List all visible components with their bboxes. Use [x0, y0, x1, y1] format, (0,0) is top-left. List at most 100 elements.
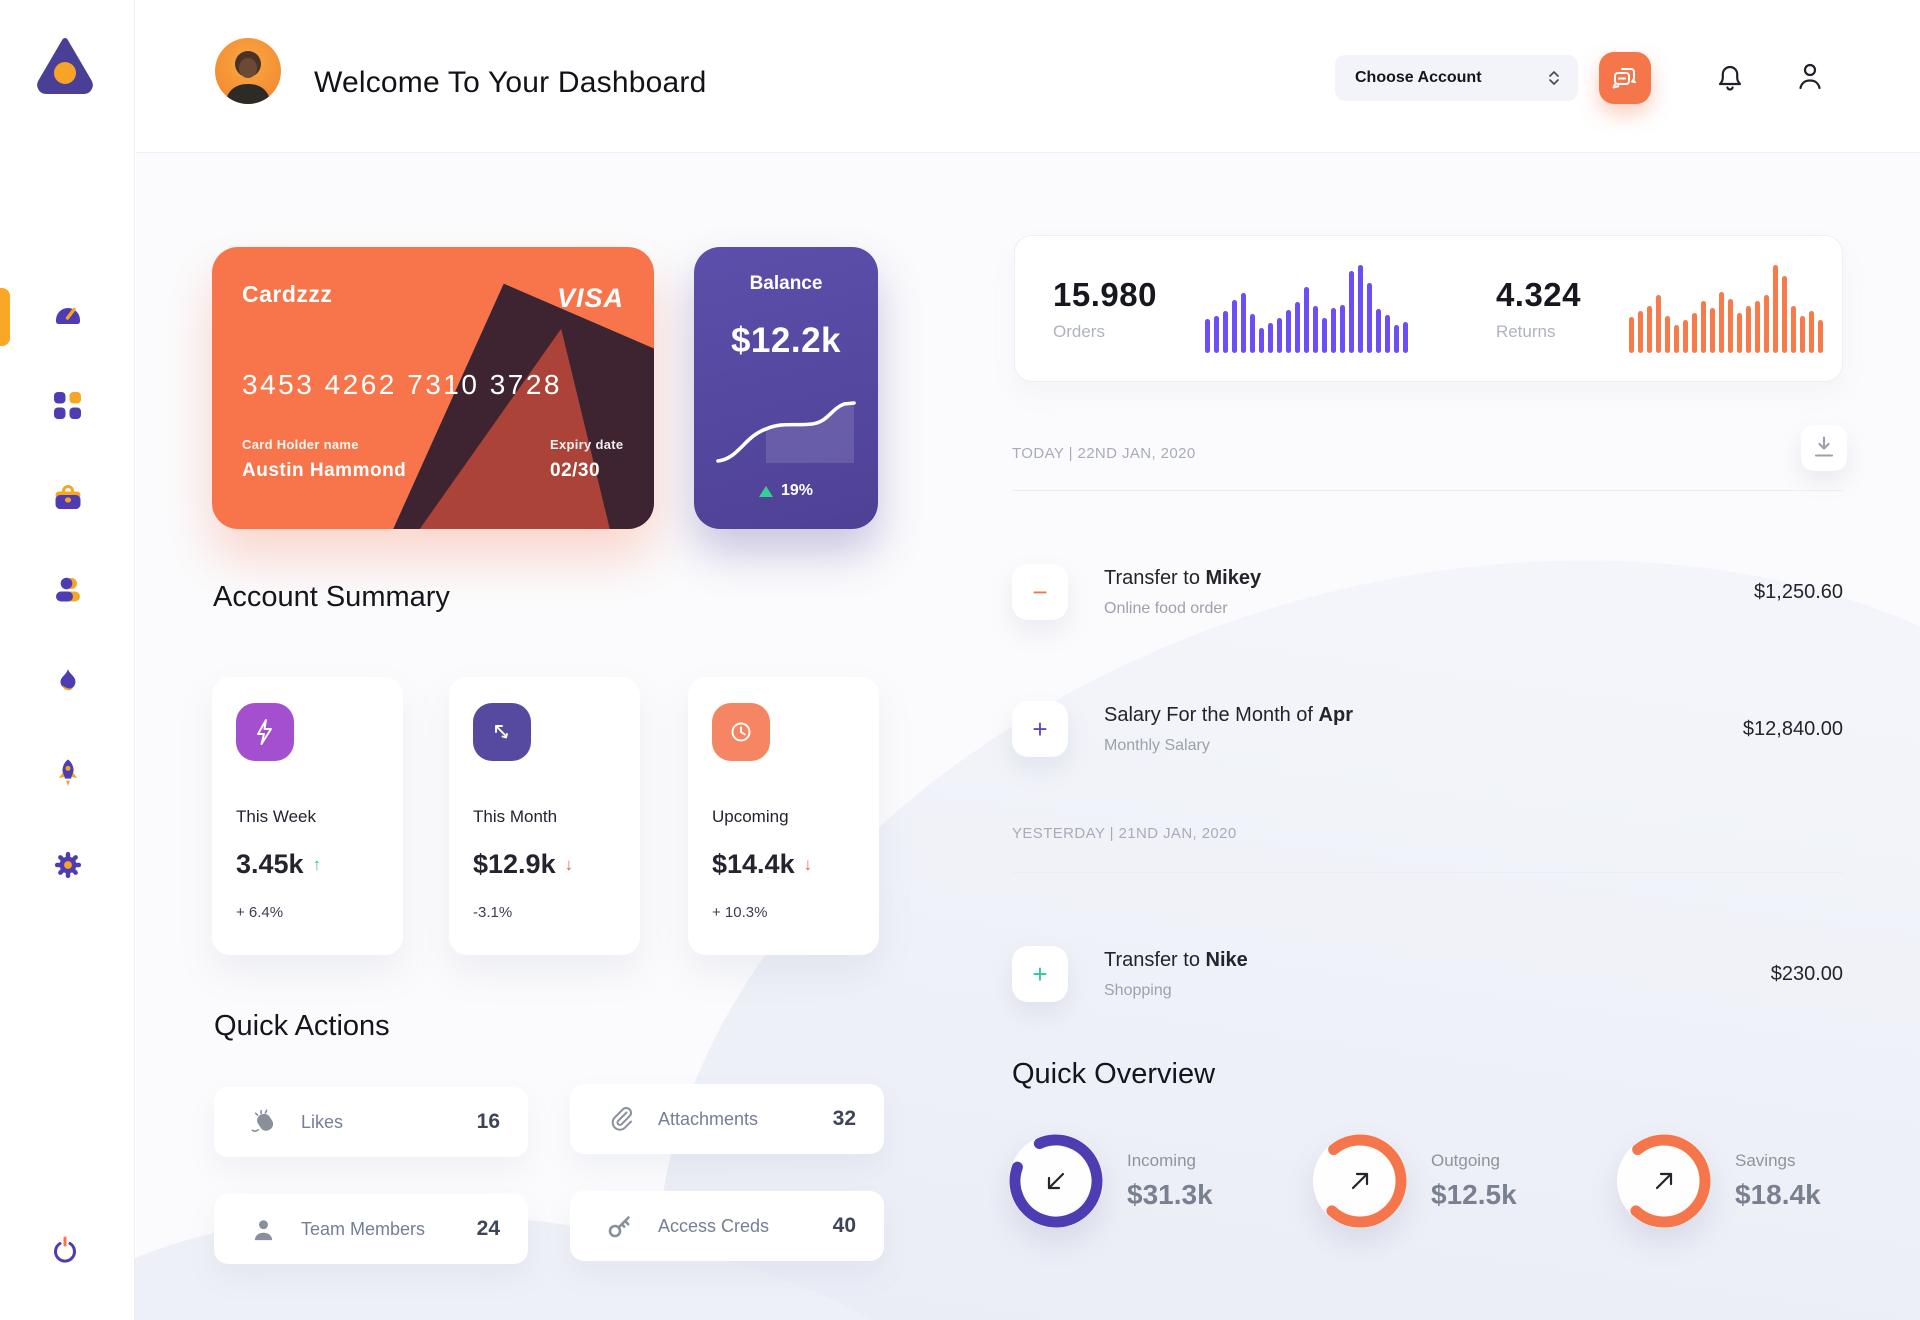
active-nav-indicator	[0, 288, 10, 346]
card-name: Cardzzz	[242, 281, 333, 307]
savings-ring-chart	[1617, 1134, 1711, 1228]
overview-value: $31.3k	[1127, 1179, 1213, 1210]
logout-button[interactable]	[50, 1236, 84, 1270]
user-avatar[interactable]	[215, 38, 281, 104]
summary-delta: + 10.3%	[712, 904, 768, 921]
transaction-row-nike[interactable]: + Transfer to Nike Shopping $230.00	[1012, 931, 1843, 1017]
choose-account-select[interactable]: Choose Account	[1335, 55, 1578, 101]
expiry-label: Expiry date	[550, 437, 624, 452]
summary-delta: -3.1%	[473, 904, 513, 921]
overview-label: Incoming	[1127, 1151, 1196, 1170]
quick-overview-title: Quick Overview	[1012, 1058, 1216, 1090]
quick-action-count: 32	[832, 1107, 856, 1130]
balance-change: 19%	[780, 482, 814, 499]
clap-icon	[251, 1109, 274, 1132]
quick-action-label: Likes	[301, 1111, 344, 1132]
quick-action-access-creds[interactable]: Access Creds 40	[570, 1191, 884, 1261]
summary-delta: + 6.4%	[236, 904, 284, 921]
transaction-amount: $230.00	[1770, 962, 1843, 985]
select-chevrons-icon	[1549, 71, 1559, 85]
orders-bar-chart	[1204, 264, 1408, 353]
quick-action-likes[interactable]: Likes 16	[214, 1087, 528, 1157]
speedometer-icon	[55, 307, 80, 324]
overview-value: $12.5k	[1431, 1179, 1517, 1210]
transaction-subtitle: Shopping	[1104, 981, 1172, 999]
transaction-subtitle: Monthly Salary	[1104, 736, 1210, 754]
quick-action-count: 24	[476, 1217, 500, 1240]
transactions-date-yesterday: YESTERDAY | 21ND JAN, 2020	[1012, 825, 1237, 842]
rocket-icon	[58, 759, 77, 787]
sidebar	[0, 0, 135, 1320]
flame-icon	[60, 668, 75, 691]
sidebar-item-launch[interactable]	[51, 756, 85, 790]
overview-label: Savings	[1735, 1151, 1796, 1170]
download-icon	[1814, 436, 1834, 457]
balance-label: Balance	[749, 273, 823, 294]
balance-card: Balance $12.2k 19%	[694, 247, 878, 529]
profile-button[interactable]	[1794, 60, 1826, 99]
member-icon	[254, 1219, 273, 1240]
quick-action-team-members[interactable]: Team Members 24	[214, 1194, 528, 1264]
transaction-amount: $1,250.60	[1754, 580, 1843, 603]
sidebar-item-apps[interactable]	[51, 388, 85, 422]
trend-arrow-icon	[473, 703, 531, 761]
grid-icon	[54, 391, 81, 419]
logo-triangle-icon	[37, 38, 93, 94]
notifications-button[interactable]	[1714, 60, 1746, 99]
app-logo[interactable]	[34, 34, 96, 96]
account-summary-title: Account Summary	[213, 581, 450, 613]
transaction-title: Salary For the Month of Apr	[1104, 703, 1353, 726]
orders-label: Orders	[1053, 321, 1105, 341]
sidebar-item-dashboard[interactable]	[51, 296, 85, 330]
transactions-date-today: TODAY | 22ND JAN, 2020	[1012, 445, 1196, 462]
summary-value: $12.9k	[473, 849, 556, 879]
bell-icon	[1718, 65, 1742, 91]
quick-action-attachments[interactable]: Attachments 32	[570, 1084, 884, 1154]
download-statement-button[interactable]	[1801, 425, 1847, 471]
visa-logo: VISA	[556, 283, 624, 313]
quick-action-label: Attachments	[658, 1108, 759, 1129]
summary-label: Upcoming	[712, 807, 789, 826]
transaction-title: Transfer to Mikey	[1104, 566, 1262, 589]
returns-bar-chart	[1629, 264, 1824, 353]
transaction-row-mikey[interactable]: − Transfer to Mikey Online food order $1…	[1012, 549, 1843, 635]
messages-button[interactable]	[1599, 52, 1651, 104]
gear-icon	[54, 851, 81, 879]
outgoing-ring-chart	[1313, 1134, 1407, 1228]
divider	[1012, 490, 1843, 491]
quick-action-count: 16	[476, 1110, 500, 1133]
overview-label: Outgoing	[1431, 1151, 1500, 1170]
overview-value: $18.4k	[1735, 1179, 1821, 1210]
header: Welcome To Your Dashboard Choose Account	[136, 0, 1920, 153]
summary-value: $14.4k	[712, 849, 795, 879]
quick-action-label: Access Creds	[658, 1215, 770, 1236]
credit-card: Cardzzz VISA 3453 4262 7310 3728 Card Ho…	[212, 247, 654, 529]
transaction-subtitle: Online food order	[1104, 599, 1228, 617]
orders-returns-card: 15.980 Orders 4.324 Returns	[1014, 235, 1843, 382]
arrow-down-left-icon	[1009, 1134, 1103, 1228]
returns-label: Returns	[1495, 321, 1556, 341]
transaction-title: Transfer to Nike	[1104, 948, 1248, 971]
arrow-up-right-icon	[1617, 1134, 1711, 1228]
transaction-row-salary[interactable]: + Salary For the Month of Apr Monthly Sa…	[1012, 686, 1843, 772]
overview-savings: Savings $18.4k	[1617, 1134, 1821, 1228]
summary-label: This Week	[236, 807, 316, 826]
avatar-photo	[225, 51, 271, 104]
sidebar-item-users[interactable]	[51, 572, 85, 606]
card-holder-name: Austin Hammond	[242, 460, 407, 481]
summary-card-upcoming: Upcoming $14.4k ↓ + 10.3%	[688, 677, 879, 955]
sidebar-item-settings[interactable]	[51, 848, 85, 882]
summary-card-this-month: This Month $12.9k ↓ -3.1%	[449, 677, 640, 955]
sidebar-item-trending[interactable]	[51, 664, 85, 698]
transaction-amount: $12,840.00	[1742, 717, 1843, 740]
trend-down-icon: ↓	[564, 854, 574, 874]
users-icon	[55, 577, 80, 601]
power-icon	[54, 1236, 76, 1263]
lightning-icon	[236, 703, 294, 761]
sidebar-item-work[interactable]	[51, 480, 85, 514]
divider	[1012, 872, 1843, 873]
paperclip-icon	[611, 1107, 632, 1131]
up-triangle-icon	[758, 485, 773, 497]
card-number: 3453 4262 7310 3728	[242, 369, 562, 400]
person-icon	[1799, 63, 1821, 90]
